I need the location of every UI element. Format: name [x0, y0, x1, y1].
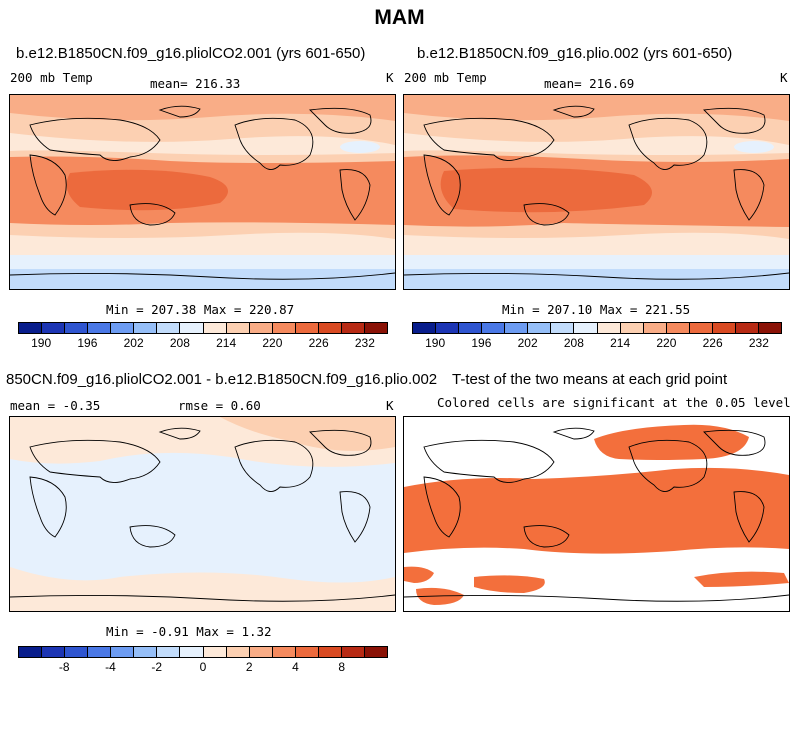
colorbar-tick-label: -4	[105, 660, 116, 674]
colorbar-swatch	[341, 323, 365, 333]
colorbar-tick-label: 214	[216, 336, 237, 350]
panel-subtitle-bottom-right: Colored cells are significant at the 0.0…	[437, 395, 791, 410]
colorbar-tick-label: 8	[338, 660, 346, 674]
colorbar-swatch	[249, 647, 273, 657]
minmax-label-bottom-left: Min = -0.91 Max = 1.32	[106, 624, 272, 639]
colorbar-swatch	[735, 323, 759, 333]
units-label-bottom-left: K	[386, 398, 394, 413]
colorbar-swatch	[528, 323, 552, 333]
colorbar-tick-label: 232	[748, 336, 769, 350]
mean-label-bottom-left: mean = -0.35	[10, 398, 101, 413]
colorbar-tick-label: -2	[151, 660, 163, 674]
colorbar-swatch	[413, 323, 437, 333]
colorbar-swatch	[597, 323, 621, 333]
colorbar-swatch	[574, 323, 598, 333]
colorbar-swatch	[19, 647, 43, 657]
colorbar-swatch	[295, 323, 319, 333]
colorbar-tick-label: 190	[425, 336, 446, 350]
colorbar-tick-label: 196	[471, 336, 492, 350]
colorbar-swatch	[551, 323, 575, 333]
colorbar-tick-label: 226	[702, 336, 723, 350]
colorbar-swatch	[88, 647, 112, 657]
rmse-label-bottom-left: rmse = 0.60	[178, 398, 261, 413]
map-top-left	[9, 94, 396, 290]
panel-title-bottom-left: 850CN.f09_g16.pliolCO2.001 - b.e12.B1850…	[6, 371, 438, 388]
colorbar-swatch	[203, 647, 227, 657]
panel-title-bottom-right: T-test of the two means at each grid poi…	[452, 371, 728, 388]
map-bottom-left	[9, 416, 396, 612]
colorbar-swatch	[111, 323, 135, 333]
colorbar-bottom-left	[18, 646, 388, 658]
mean-label-top-left: mean= 216.33	[150, 76, 241, 91]
colorbar-swatch	[643, 323, 667, 333]
colorbar-swatch	[364, 323, 387, 333]
colorbar-tick-label: 226	[308, 336, 329, 350]
figure-title: MAM	[374, 6, 425, 29]
colorbar-tick-label: 220	[262, 336, 283, 350]
colorbar-tick-label: 0	[199, 660, 207, 674]
colorbar-tick-label: 2	[245, 660, 253, 674]
colorbar-swatch	[341, 647, 365, 657]
colorbar-swatch	[459, 323, 483, 333]
colorbar-tick-label: 208	[169, 336, 190, 350]
colorbar-swatch	[505, 323, 529, 333]
map-bottom-right	[403, 416, 790, 612]
colorbar-swatch	[226, 647, 250, 657]
colorbar-tick-label: -8	[58, 660, 70, 674]
colorbar-swatch	[758, 323, 781, 333]
colorbar-swatch	[272, 323, 296, 333]
variable-label-top-left: 200 mb Temp	[10, 70, 93, 85]
colorbar-tick-label: 196	[77, 336, 98, 350]
colorbar-swatch	[180, 323, 204, 333]
colorbar-tick-label: 208	[563, 336, 584, 350]
colorbar-swatch	[666, 323, 690, 333]
colorbar-swatch	[111, 647, 135, 657]
colorbar-swatch	[689, 323, 713, 333]
colorbar-swatch	[42, 323, 66, 333]
units-label-top-left: K	[386, 70, 394, 85]
variable-label-top-right: 200 mb Temp	[404, 70, 487, 85]
colorbar-swatch	[295, 647, 319, 657]
colorbar-swatch	[318, 647, 342, 657]
map-top-right	[403, 94, 790, 290]
colorbar-swatch	[203, 323, 227, 333]
colorbar-swatch	[134, 323, 158, 333]
colorbar-swatch	[712, 323, 736, 333]
colorbar-tick-label: 202	[517, 336, 538, 350]
colorbar-swatch	[65, 323, 89, 333]
units-label-top-right: K	[780, 70, 788, 85]
colorbar-swatch	[65, 647, 89, 657]
colorbar-swatch	[19, 323, 43, 333]
colorbar-swatch	[620, 323, 644, 333]
colorbar-tick-label: 214	[610, 336, 631, 350]
colorbar-swatch	[482, 323, 506, 333]
colorbar-tick-label: 190	[31, 336, 52, 350]
colorbar-swatch	[42, 647, 66, 657]
colorbar-tick-label: 4	[292, 660, 299, 674]
colorbar-swatch	[226, 323, 250, 333]
colorbar-swatch	[272, 647, 296, 657]
colorbar-top-left	[18, 322, 388, 334]
colorbar-swatch	[364, 647, 387, 657]
minmax-label-top-right: Min = 207.10 Max = 221.55	[502, 302, 691, 317]
minmax-label-top-left: Min = 207.38 Max = 220.87	[106, 302, 295, 317]
colorbar-swatch	[88, 323, 112, 333]
colorbar-swatch	[318, 323, 342, 333]
colorbar-tick-label: 202	[123, 336, 144, 350]
mean-label-top-right: mean= 216.69	[544, 76, 635, 91]
colorbar-tick-label: 232	[354, 336, 375, 350]
colorbar-swatch	[436, 323, 460, 333]
colorbar-tick-label: 220	[656, 336, 677, 350]
colorbar-top-right	[412, 322, 782, 334]
colorbar-swatch	[157, 323, 181, 333]
panel-title-top-right: b.e12.B1850CN.f09_g16.plio.002 (yrs 601-…	[417, 45, 733, 62]
colorbar-swatch	[134, 647, 158, 657]
panel-title-top-left: b.e12.B1850CN.f09_g16.pliolCO2.001 (yrs …	[16, 45, 366, 62]
colorbar-swatch	[157, 647, 181, 657]
colorbar-swatch	[249, 323, 273, 333]
colorbar-swatch	[180, 647, 204, 657]
